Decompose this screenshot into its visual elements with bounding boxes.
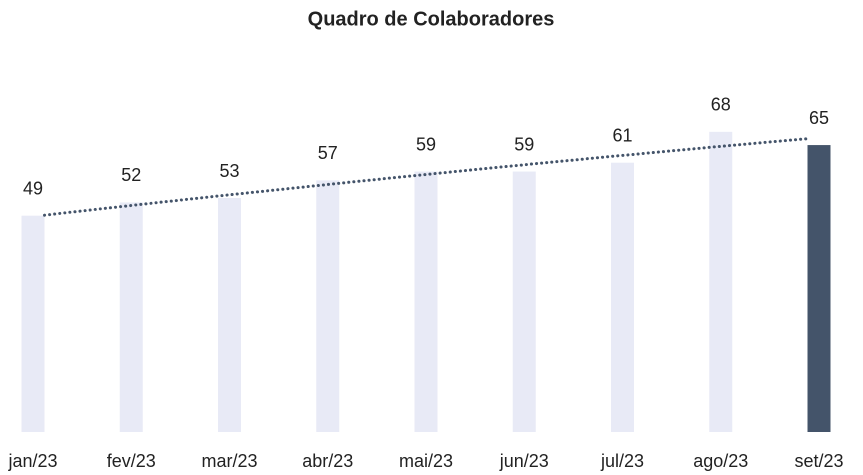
x-tick-label: mai/23: [399, 451, 453, 471]
x-tick-label: jun/23: [499, 451, 549, 471]
value-label: 68: [711, 95, 731, 115]
bar: [709, 131, 733, 433]
bar: [807, 145, 831, 433]
bar: [512, 171, 536, 433]
value-label: 65: [809, 108, 829, 128]
bar: [414, 171, 438, 433]
value-label: 52: [121, 165, 141, 185]
value-label: 61: [612, 125, 632, 145]
bar: [611, 162, 634, 432]
x-tick-label: fev/23: [107, 451, 156, 471]
bar: [21, 215, 45, 432]
bar: [119, 202, 143, 432]
value-label: 49: [23, 178, 43, 198]
value-label: 53: [219, 161, 239, 181]
x-tick-label: mar/23: [201, 451, 257, 471]
x-tick-label: abr/23: [302, 451, 353, 471]
value-label: 59: [416, 134, 436, 154]
bar: [218, 198, 241, 432]
x-tick-label: ago/23: [693, 451, 748, 471]
chart-title: Quadro de Colaboradores: [308, 8, 555, 30]
value-label: 59: [514, 134, 534, 154]
trendline: [43, 137, 809, 217]
value-label: 57: [318, 143, 338, 163]
x-tick-label: jan/23: [7, 451, 57, 471]
x-tick-label: set/23: [794, 451, 843, 471]
bar: [316, 180, 340, 432]
x-tick-label: jul/23: [600, 451, 644, 471]
